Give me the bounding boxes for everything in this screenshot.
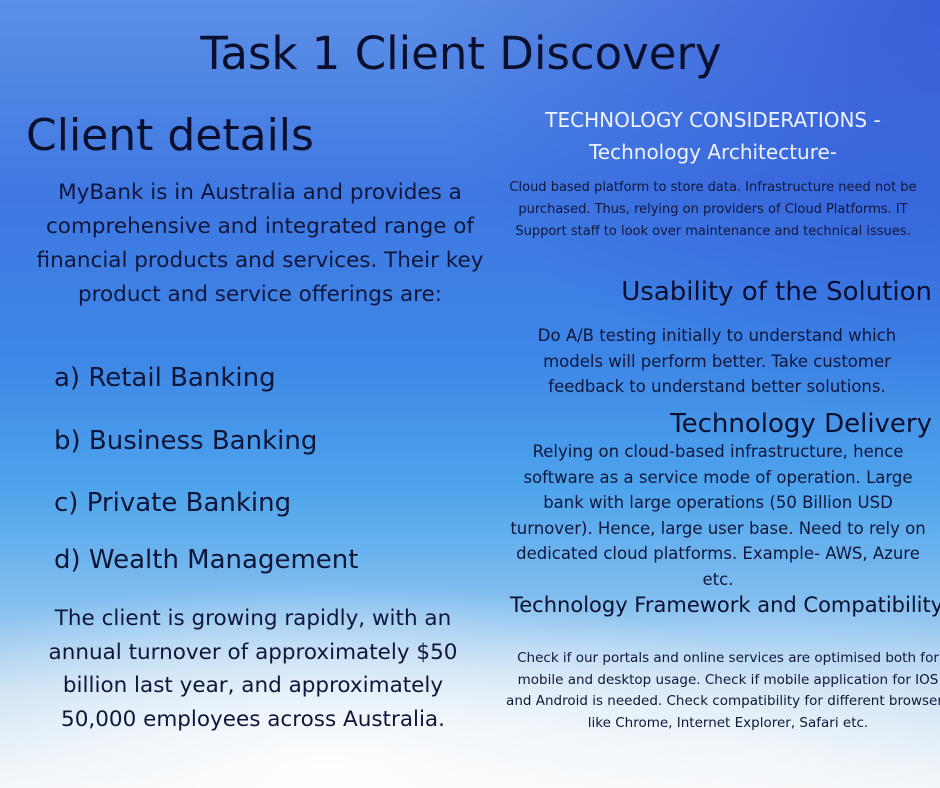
offering-wealth-management: d) Wealth Management [54, 545, 359, 575]
usability-heading: Usability of the Solution [621, 277, 932, 307]
offering-business-banking: b) Business Banking [54, 426, 318, 456]
delivery-text: Relying on cloud-based infrastructure, h… [510, 442, 926, 589]
delivery-heading: Technology Delivery [670, 409, 932, 439]
technology-architecture-text: Cloud based platform to store data. Infr… [509, 180, 917, 239]
usability-text: Do A/B testing initially to understand w… [537, 326, 897, 396]
client-details-heading: Client details [26, 110, 314, 161]
offering-retail-banking: a) Retail Banking [54, 363, 276, 393]
technology-considerations-header: TECHNOLOGY CONSIDERATIONS - Technology A… [496, 104, 930, 168]
client-intro-text: MyBank is in Australia and provides a co… [36, 180, 484, 307]
page-title: Task 1 Client Discovery [200, 27, 722, 80]
client-growth-text: The client is growing rapidly, with an a… [48, 606, 458, 732]
framework-heading: Technology Framework and Compatibility- [510, 593, 940, 617]
technology-architecture-title: Technology Architecture- [588, 140, 838, 164]
offering-private-banking: c) Private Banking [54, 488, 292, 518]
framework-text: Check if our portals and online services… [506, 650, 940, 731]
technology-considerations-title: TECHNOLOGY CONSIDERATIONS - [545, 108, 881, 132]
